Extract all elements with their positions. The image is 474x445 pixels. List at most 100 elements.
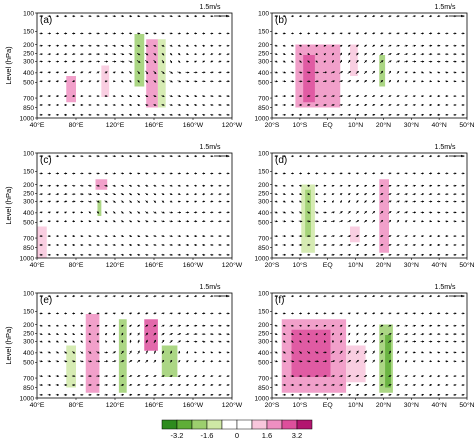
wind-vector <box>372 210 376 214</box>
y-tick-label: 850 <box>23 385 34 392</box>
wind-vector <box>161 324 165 327</box>
wind-vector <box>136 383 141 387</box>
wind-vector <box>128 44 133 47</box>
wind-vector <box>290 351 294 354</box>
wind-vector <box>161 94 165 98</box>
wind-vector <box>412 200 417 203</box>
wind-vector <box>80 332 84 336</box>
x-tick-label: 120°E <box>106 121 125 129</box>
wind-vector <box>372 200 376 203</box>
wind-vector <box>129 70 132 74</box>
wind-vector <box>161 332 165 336</box>
wind-vector <box>128 60 133 63</box>
x-tick-label: 20°S <box>265 121 280 129</box>
wind-vector <box>161 32 165 35</box>
wind-vector <box>145 200 149 203</box>
wind-vector <box>380 393 384 397</box>
x-tick-label: 80°E <box>69 261 84 269</box>
wind-vector <box>380 350 383 355</box>
y-axis-label: Level (hPa) <box>4 186 13 225</box>
wind-vector <box>282 220 287 223</box>
colorbar-cell <box>161 419 178 430</box>
wind-vector <box>161 350 164 355</box>
wind-vector <box>388 44 392 47</box>
wind-vector <box>177 80 182 83</box>
y-tick-label: 250 <box>23 191 34 198</box>
wind-vector <box>169 184 173 187</box>
wind-vector <box>428 71 433 74</box>
wind-vector <box>218 71 222 74</box>
wind-vector <box>145 184 149 187</box>
wind-vector <box>178 359 181 363</box>
wind-vector <box>372 32 376 35</box>
wind-vector <box>461 71 465 74</box>
wind-vector <box>412 220 416 223</box>
wind-vector <box>404 211 409 214</box>
panel-label: (b) <box>275 15 287 26</box>
wind-vector <box>380 332 384 336</box>
wind-vector <box>177 184 181 187</box>
wind-vector <box>380 312 384 315</box>
wind-vector <box>306 211 311 214</box>
x-tick-label: 40°N <box>432 261 447 269</box>
wind-vector <box>299 52 302 56</box>
scale-label: 1.5m/s <box>434 284 456 291</box>
wind-vector <box>298 351 303 354</box>
wind-vector <box>137 339 140 344</box>
wind-vector <box>322 71 328 74</box>
wind-vector <box>380 95 384 98</box>
wind-vector <box>120 94 124 98</box>
wind-vector <box>380 243 384 247</box>
wind-vector <box>128 220 133 223</box>
wind-vector <box>380 384 384 387</box>
wind-vector <box>298 360 303 363</box>
wind-vector <box>331 71 336 74</box>
wind-vector <box>128 172 133 175</box>
wind-vector <box>128 184 133 187</box>
wind-vector <box>177 333 182 336</box>
wind-vector <box>412 243 416 247</box>
x-tick-label: 20°N <box>376 121 391 129</box>
wind-vector <box>396 193 400 196</box>
wind-vector <box>128 193 133 196</box>
wind-vector <box>282 211 286 214</box>
wind-vector <box>112 351 116 354</box>
x-tick-label: 50°N <box>459 121 474 129</box>
vector-field <box>274 295 465 397</box>
y-tick-label: 850 <box>258 245 269 252</box>
wind-vector <box>88 193 92 196</box>
wind-vector <box>339 383 343 387</box>
wind-vector <box>96 200 100 203</box>
wind-vector <box>177 324 182 327</box>
wind-vector <box>120 193 125 196</box>
wind-vector <box>347 193 351 196</box>
panel-label: (a) <box>40 15 52 26</box>
x-tick-label: 160°W <box>183 401 204 409</box>
wind-vector <box>372 193 376 196</box>
wind-vector <box>445 351 449 354</box>
wind-vector <box>355 324 359 327</box>
wind-vector <box>290 200 294 203</box>
y-tick-label: 1000 <box>20 115 35 122</box>
wind-vector <box>177 375 181 378</box>
wind-vector <box>404 312 408 315</box>
wind-vector <box>161 59 165 64</box>
wind-vector <box>185 312 190 315</box>
wind-vector <box>112 211 116 214</box>
wind-vector <box>348 52 351 56</box>
wind-vector <box>363 80 368 83</box>
wind-vector <box>202 351 206 354</box>
y-tick-label: 200 <box>23 182 34 189</box>
x-tick-label: 120°E <box>106 261 125 269</box>
vector-field <box>39 295 230 397</box>
wind-vector <box>315 211 319 214</box>
wind-vector <box>153 393 157 397</box>
x-tick-label: 20°N <box>376 401 391 409</box>
wind-vector <box>274 211 278 214</box>
wind-vector <box>388 340 392 343</box>
wind-vector <box>437 220 441 223</box>
wind-vector <box>428 351 433 354</box>
wind-vector <box>47 332 51 336</box>
wind-vector <box>177 383 181 387</box>
